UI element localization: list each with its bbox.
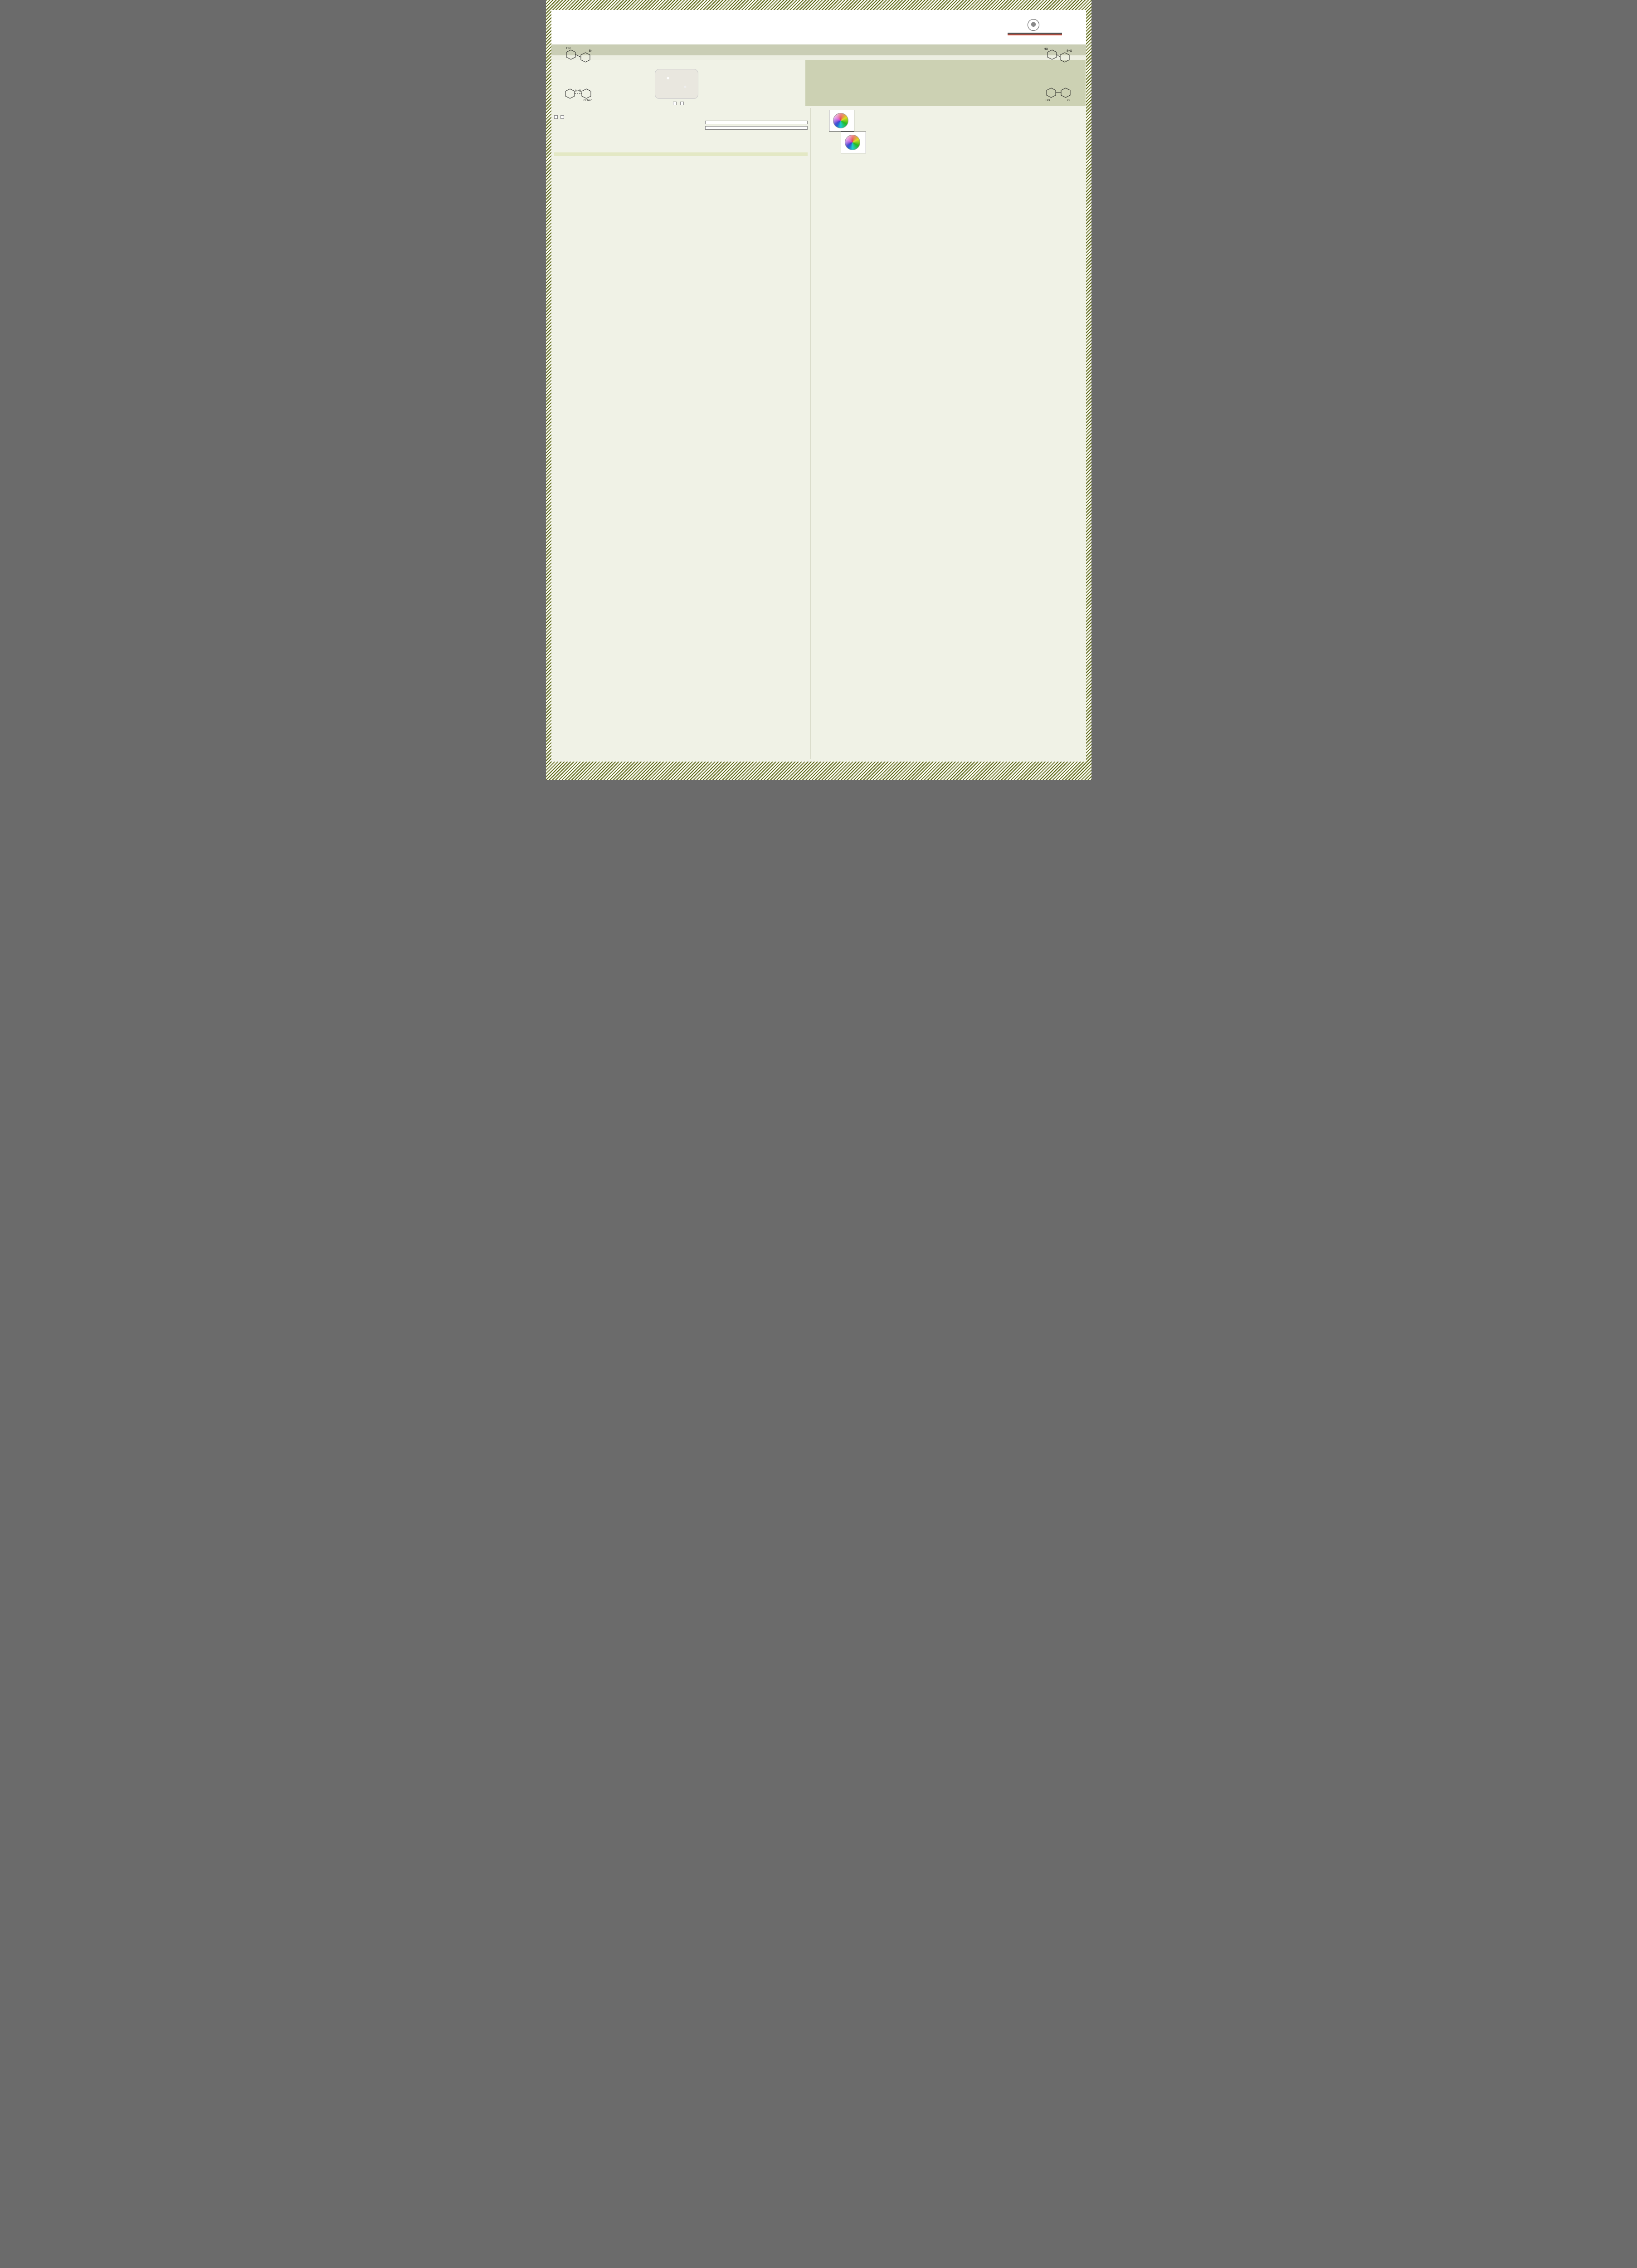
integrity-section	[814, 163, 1083, 166]
cielab-sphere-icon	[829, 110, 855, 132]
methyl-orange-structure: N=N O⁻Na⁺	[553, 86, 603, 102]
granulometry-block	[672, 101, 677, 105]
header	[551, 10, 1086, 44]
xrd-block	[680, 101, 684, 105]
title-band: HO Br N=N O⁻Na⁺ HO S=O HO O	[551, 44, 1086, 102]
svg-text:O⁻Na⁺: O⁻Na⁺	[584, 99, 592, 102]
granulometry-chart	[672, 102, 677, 105]
xrd-chart	[680, 102, 684, 105]
cielab-sphere-icon	[841, 132, 867, 153]
unimore-seal-icon	[1027, 19, 1039, 31]
phenolphtalein-structure: HO O	[1034, 86, 1084, 102]
poster: HO Br N=N O⁻Na⁺ HO S=O HO O	[546, 0, 1091, 780]
svg-text:N=N: N=N	[575, 90, 581, 93]
funding-note	[551, 759, 1086, 762]
release-section	[814, 110, 1083, 156]
unimore-divider	[1007, 33, 1062, 34]
svg-text:HO: HO	[1044, 48, 1048, 51]
leaching-section	[554, 132, 808, 151]
characterization-section	[554, 110, 808, 113]
ftir-panel-56d-gp2	[705, 126, 808, 130]
bromothymol-blue-structure: HO Br	[555, 46, 605, 65]
syntheses-section	[805, 60, 1086, 106]
ftir-section	[554, 115, 808, 130]
weight-loss-section	[814, 160, 1083, 161]
mk-powder-photo	[654, 69, 698, 99]
conclusions-section	[554, 152, 808, 156]
metakaolin-section	[551, 60, 805, 106]
ftir-panel-56d-gp1	[705, 121, 808, 124]
svg-text:S=O: S=O	[1067, 50, 1072, 53]
svg-text:Br: Br	[589, 50, 592, 53]
ftir-panel-gp2	[560, 115, 564, 119]
svg-text:O: O	[1067, 99, 1070, 102]
svg-text:HO: HO	[566, 47, 570, 50]
cresol-red-structure: HO S=O	[1033, 46, 1082, 65]
unimore-logo	[992, 19, 1078, 35]
svg-text:HO: HO	[1046, 99, 1050, 102]
ftir-panel-gp1	[554, 115, 558, 119]
poster-content: HO Br N=N O⁻Na⁺ HO S=O HO O	[551, 10, 1086, 762]
objective-section	[551, 55, 1086, 60]
cielab-formula-block	[814, 110, 872, 153]
